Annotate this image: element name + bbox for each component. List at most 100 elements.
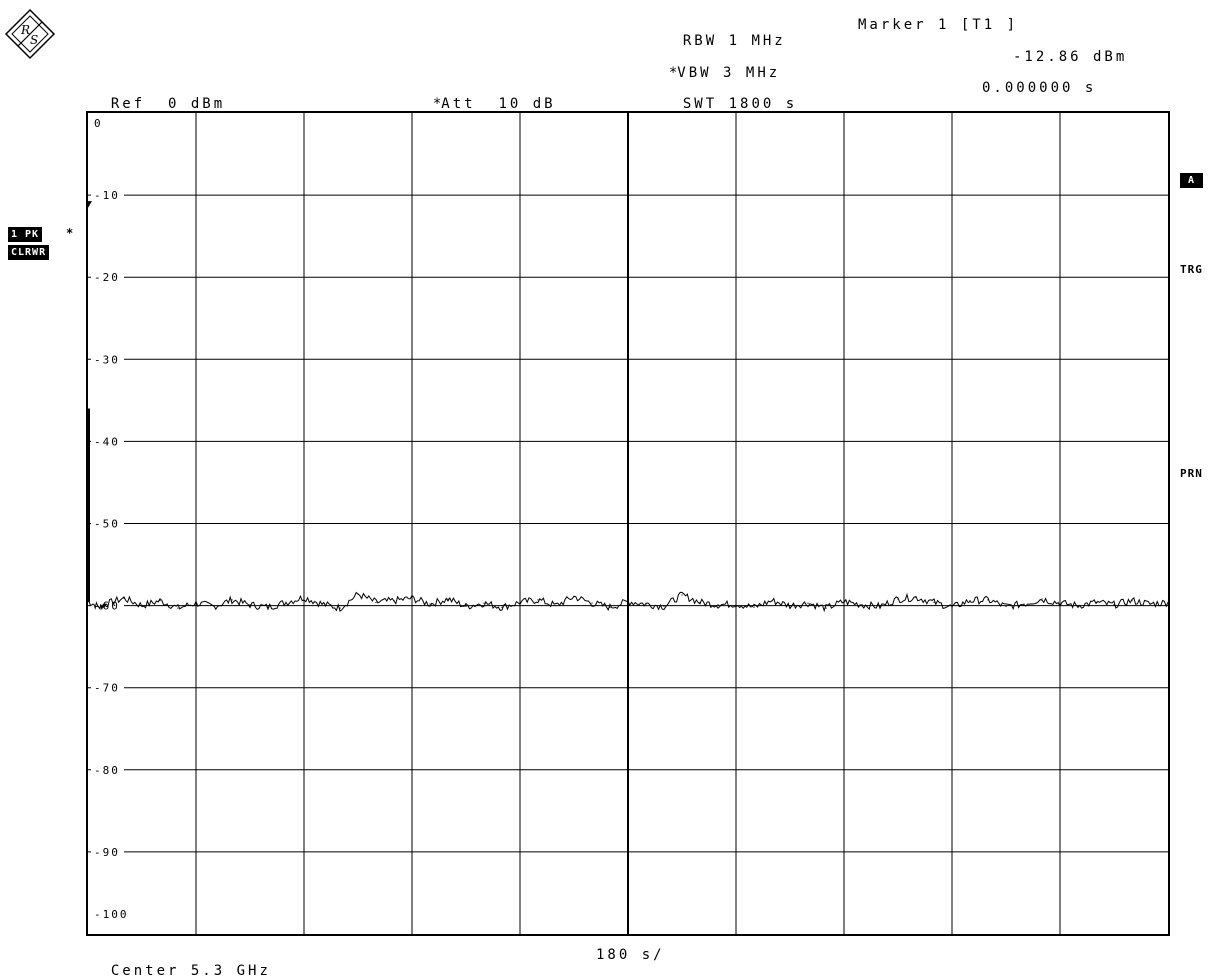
- prn-label: PRN: [1180, 467, 1203, 480]
- y-tick-label: -100: [94, 908, 129, 921]
- y-tick-label-bg: [91, 845, 124, 859]
- y-tick-label-bg: [91, 681, 124, 695]
- center-readout: Center 5.3 GHz: [88, 947, 271, 979]
- trace-point: [1023, 603, 1025, 605]
- trace-point: [1095, 601, 1097, 603]
- trace-point: [141, 605, 143, 607]
- trace-point: [465, 605, 467, 608]
- rs-logo-icon: R S: [4, 8, 56, 60]
- y-tick-label: -10: [94, 189, 120, 202]
- marker-level: -12.86 dBm: [1013, 49, 1128, 65]
- y-tick-label: -20: [94, 271, 120, 284]
- trace-point: [771, 600, 773, 602]
- trace-point: [807, 602, 809, 604]
- swt-readout: SWT 1800 s: [660, 80, 797, 112]
- trace-point: [429, 603, 431, 605]
- att-readout: *Att 10 dB: [410, 80, 556, 112]
- ref-readout: Ref 0 dBm: [88, 80, 225, 112]
- trg-label: TRG: [1180, 263, 1203, 276]
- vbw-readout: *VBW 3 MHz: [646, 49, 780, 81]
- trace-point: [1113, 604, 1115, 606]
- trace-point: [339, 607, 341, 609]
- att-asterisk: *: [432, 96, 442, 112]
- trace-point: [933, 601, 935, 603]
- screen-a-label: A: [1188, 175, 1196, 186]
- rbw-label: RBW: [682, 33, 718, 49]
- rbw-value: 1 MHz: [728, 33, 786, 49]
- trace-point: [681, 594, 683, 596]
- y-tick-label-bg: [91, 189, 124, 203]
- svg-text:R: R: [20, 23, 30, 37]
- trace-point: [645, 603, 647, 605]
- trace-point: [1149, 603, 1151, 605]
- trace-point: [357, 593, 359, 595]
- trace-point: [879, 605, 881, 608]
- trace-point: [213, 605, 215, 608]
- mode-badge-label: CLRWR: [11, 247, 47, 258]
- att-label: Att: [441, 96, 476, 112]
- trace-point: [1005, 605, 1007, 608]
- trace-point: [285, 601, 287, 603]
- trace-point: [537, 599, 539, 601]
- ref-value: 0 dBm: [168, 96, 226, 112]
- center-label: Center: [110, 963, 180, 979]
- trace-point: [1077, 605, 1079, 607]
- trace-1: [87, 408, 1169, 613]
- trace-point: [1059, 602, 1061, 604]
- trace-point: [843, 600, 845, 603]
- trace-point: [483, 602, 485, 604]
- trace-point: [699, 601, 701, 603]
- trace-point: [501, 606, 503, 608]
- svg-text:S: S: [30, 33, 38, 47]
- trace-point: [717, 604, 719, 606]
- trace-point: [627, 600, 629, 603]
- y-tick-label: -30: [94, 353, 120, 366]
- y-tick-label: -70: [94, 682, 120, 695]
- swt-label: SWT: [682, 96, 718, 112]
- ref-label: Ref: [110, 96, 146, 112]
- trace-point: [897, 598, 899, 600]
- trace-badge: 1 PK: [8, 227, 43, 242]
- trace-line: [88, 591, 1169, 613]
- trace-point: [177, 607, 179, 609]
- trace-point: [573, 595, 575, 598]
- screen-a-badge: A: [1180, 173, 1204, 188]
- trace-point: [663, 605, 665, 608]
- y-tick-label-bg: [91, 271, 124, 285]
- span-per-div: 180 s/: [596, 947, 665, 963]
- trace-point: [231, 599, 233, 601]
- y-tick-label: 0: [94, 117, 103, 130]
- trace-point: [123, 597, 125, 599]
- trace-point: [1041, 598, 1043, 600]
- trace-asterisk: *: [66, 226, 74, 240]
- spectrum-plot: 0-10-20-30-40-50-60-70-80-90-100: [86, 111, 1170, 936]
- trace-point: [411, 597, 413, 599]
- trace-point: [825, 607, 827, 609]
- trace-point: [555, 605, 557, 607]
- y-tick-label-bg: [91, 763, 124, 777]
- trace-point: [609, 606, 611, 608]
- trace-point: [969, 600, 971, 602]
- trace-point: [447, 598, 449, 600]
- y-tick-labels: 0-10-20-30-40-50-60-70-80-90-100: [86, 117, 129, 921]
- trace-point: [321, 603, 323, 605]
- trace-point: [195, 602, 197, 604]
- trace-point: [753, 606, 755, 608]
- y-tick-label: -80: [94, 764, 120, 777]
- trace-badge-label: 1 PK: [11, 229, 40, 240]
- trace-point: [735, 603, 737, 605]
- trace-point: [861, 604, 863, 606]
- trace-point: [303, 596, 305, 598]
- plot-frame: [86, 111, 1170, 936]
- trace-point: [591, 602, 593, 604]
- y-tick-label-bg: [91, 435, 124, 449]
- trace-point: [789, 605, 791, 607]
- trace-point: [249, 604, 251, 606]
- center-value: 5.3 GHz: [190, 963, 271, 979]
- trace-point: [951, 606, 953, 608]
- y-tick-label: -40: [94, 435, 120, 448]
- marker-time: 0.000000 s: [982, 80, 1097, 96]
- plot-grid: [88, 113, 1168, 934]
- trace-point: [1131, 600, 1133, 602]
- vbw-value: 3 MHz: [723, 65, 781, 81]
